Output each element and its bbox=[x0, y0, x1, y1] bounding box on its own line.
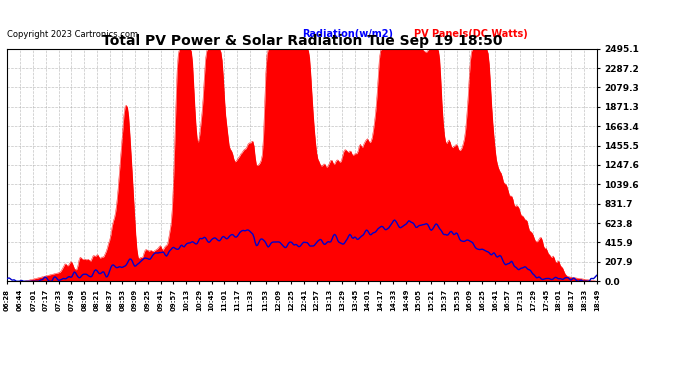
Text: Copyright 2023 Cartronics.com: Copyright 2023 Cartronics.com bbox=[7, 30, 138, 39]
Text: PV Panels(DC Watts): PV Panels(DC Watts) bbox=[414, 30, 528, 39]
Text: Radiation(w/m2): Radiation(w/m2) bbox=[302, 30, 393, 39]
Title: Total PV Power & Solar Radiation Tue Sep 19 18:50: Total PV Power & Solar Radiation Tue Sep… bbox=[101, 34, 502, 48]
